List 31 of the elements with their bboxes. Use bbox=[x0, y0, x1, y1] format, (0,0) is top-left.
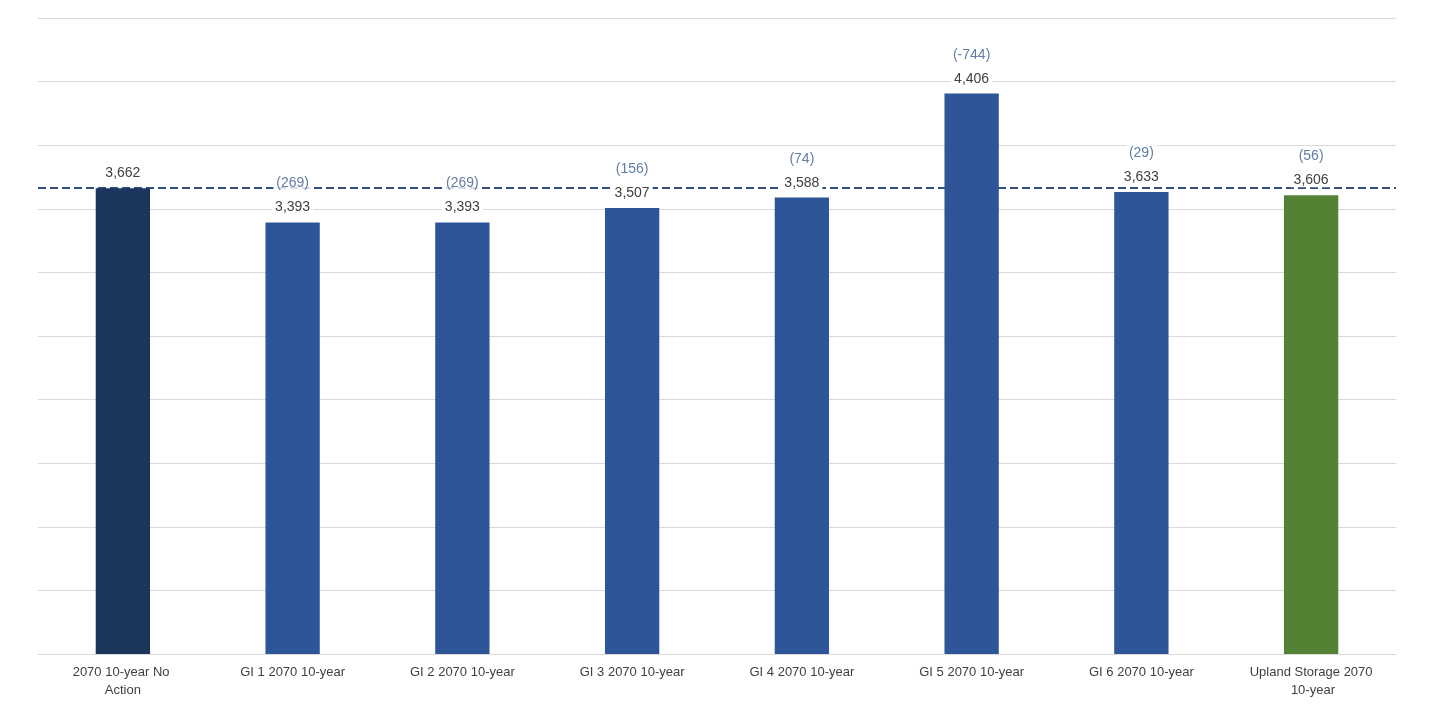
bar bbox=[944, 93, 999, 654]
bar bbox=[95, 188, 151, 654]
annotation: (-744) bbox=[952, 45, 991, 62]
bar bbox=[604, 207, 660, 654]
bar bbox=[435, 222, 490, 654]
data-label: 4,406 bbox=[954, 69, 990, 86]
data-label: 3,662 bbox=[105, 164, 141, 181]
annotation: (156) bbox=[615, 159, 649, 176]
annotation: (269) bbox=[446, 174, 479, 191]
annotation: (269) bbox=[276, 174, 309, 191]
x-tick-label: GI 3 2070 10-year bbox=[579, 663, 686, 679]
data-label: 3,393 bbox=[275, 198, 311, 215]
data-label: 3,633 bbox=[1123, 167, 1160, 184]
x-tick-label: GI 6 2070 10-year bbox=[1088, 663, 1195, 679]
data-label: 3,393 bbox=[444, 198, 481, 215]
bar bbox=[1114, 191, 1169, 654]
annotation: (29) bbox=[1128, 143, 1154, 160]
data-label: 3,606 bbox=[1293, 171, 1329, 188]
x-tick-label: GI 1 2070 10-year bbox=[240, 663, 346, 679]
x-tick-label: GI 5 2070 10-year bbox=[919, 663, 1025, 679]
x-tick-label: GI 2 2070 10-year bbox=[409, 663, 516, 679]
x-tick-label: 2070 10-year No Action bbox=[72, 663, 174, 697]
data-label: 3,588 bbox=[784, 173, 820, 190]
data-label: 3,507 bbox=[614, 183, 650, 200]
bar bbox=[1283, 195, 1339, 654]
x-tick-label: GI 4 2070 10-year bbox=[749, 663, 855, 679]
bar bbox=[265, 222, 320, 654]
bar bbox=[774, 197, 830, 654]
x-tick-label: Upland Storage 2070 10-year bbox=[1249, 663, 1373, 697]
annotation: (74) bbox=[789, 149, 815, 166]
annotation: (56) bbox=[1298, 147, 1324, 164]
